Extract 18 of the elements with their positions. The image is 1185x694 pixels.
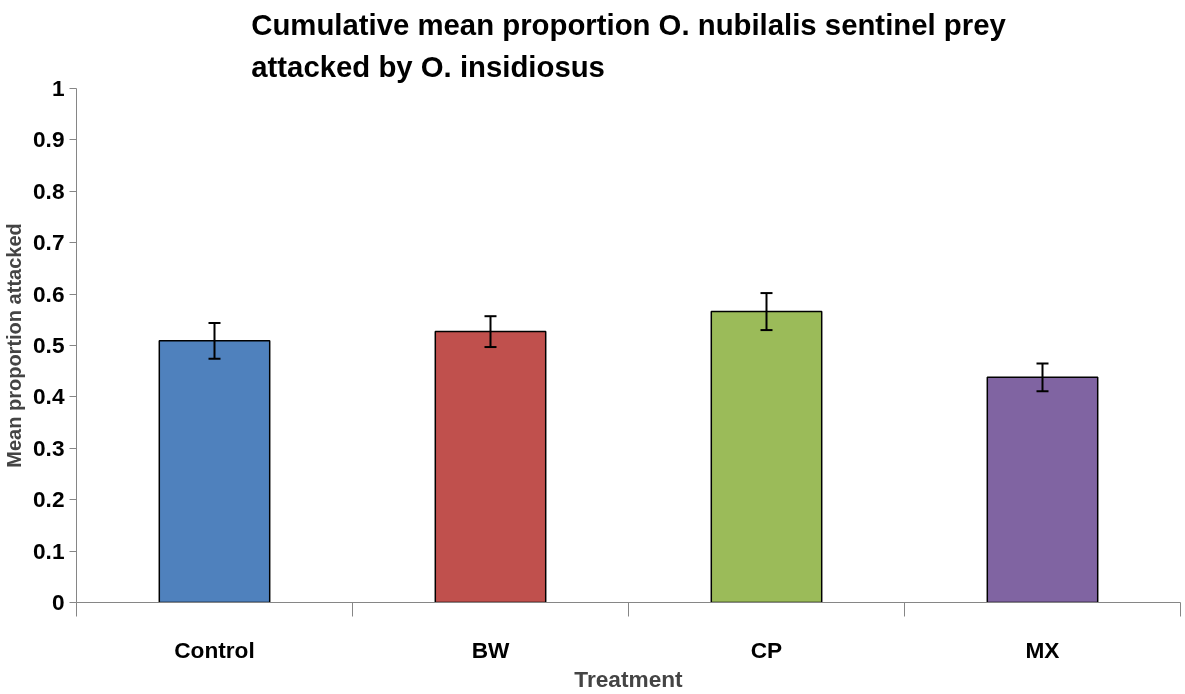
- y-tick-label: 0: [51, 589, 65, 615]
- x-tick-label: MX: [1025, 636, 1060, 663]
- chart-title: Cumulative mean proportion O. nubilalis sentinel prey attacked by O. insidiosus: [251, 7, 1007, 84]
- x-tick-label: Control: [174, 636, 255, 663]
- y-tick-label: 0.8: [33, 177, 65, 204]
- y-tick-label: 1: [51, 75, 65, 101]
- x-axis-title: Treatment: [574, 665, 684, 692]
- y-tick-label: 0.7: [33, 229, 65, 256]
- y-tick-label: 0.9: [33, 126, 65, 153]
- x-tick-label: BW: [471, 636, 510, 663]
- y-tick-label: 0.6: [33, 280, 65, 307]
- x-tick-label: CP: [750, 636, 783, 663]
- y-tick-label: 0.3: [33, 434, 65, 461]
- y-tick-label: 0.5: [33, 332, 65, 358]
- y-tick-label: 0.1: [33, 537, 65, 564]
- y-axis-title: Mean proportion attacked: [3, 223, 25, 468]
- y-tick-label: 0.4: [33, 383, 65, 410]
- y-tick-label: 0.2: [33, 486, 65, 513]
